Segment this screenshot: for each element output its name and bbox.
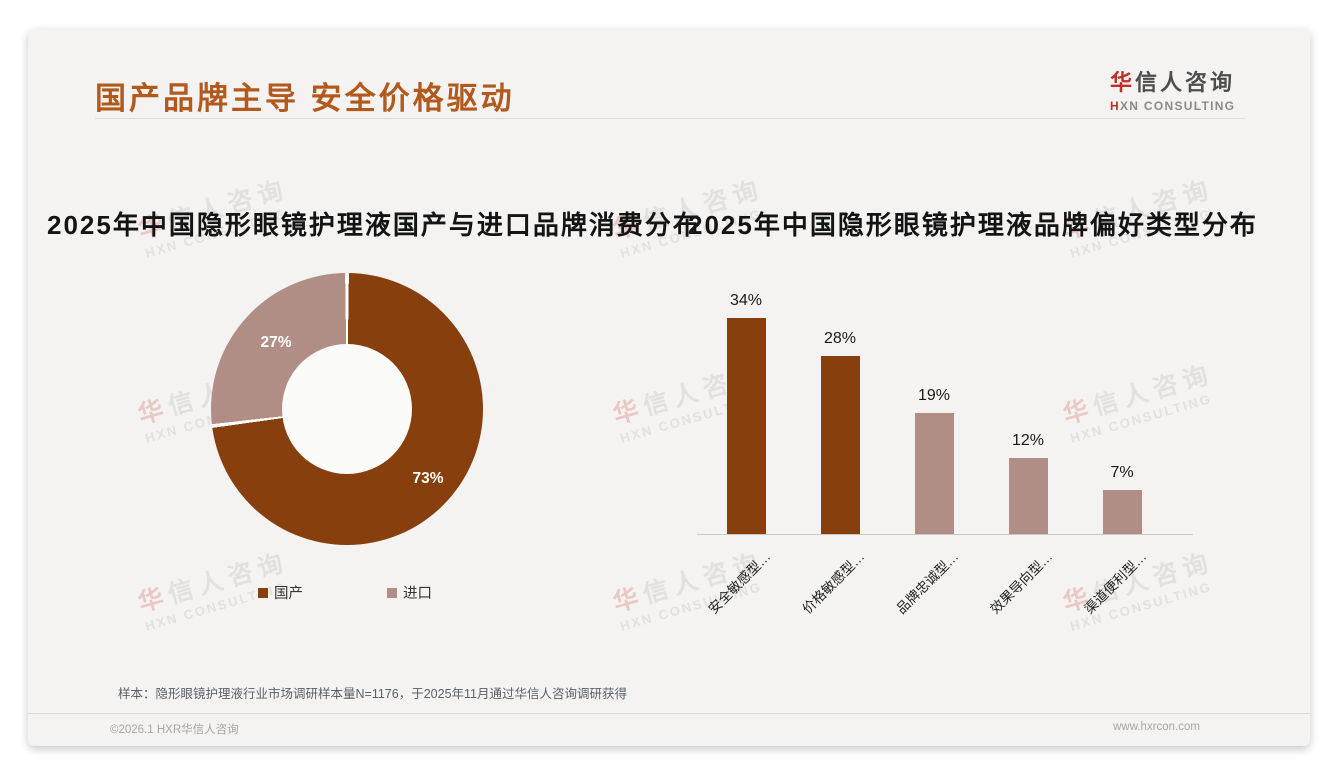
donut-hole [282,344,412,474]
title-divider [95,118,1245,119]
bar [1102,489,1142,534]
bar-category-label: 效果导向型… [987,548,1056,617]
bar [820,356,860,534]
page-title: 国产品牌主导 安全价格驱动 [95,81,515,116]
bar [726,318,766,534]
bar-value-label: 19% [917,387,951,405]
bar-value-label: 7% [1110,463,1134,481]
legend-item-imported: 进口 [387,582,432,603]
bar-chart-plot-area: 34% 28% 19% 12% 7% [697,290,1193,535]
bar-value-label: 12% [1011,431,1045,449]
legend-label-domestic: 国产 [274,586,303,602]
company-logo: 华信人咨询 HXN CONSULTING [1110,65,1235,113]
donut-slice-label-imported: 27% [260,334,292,351]
sample-note: 样本：隐形眼镜护理液行业市场调研样本量N=1176，于2025年11月通过华信人… [118,687,627,701]
footer-website: www.hxrcon.com [1113,721,1200,733]
legend-label-imported: 进口 [403,586,432,602]
legend-item-domestic: 国产 [258,582,303,603]
logo-cn-accent: 华 [1110,70,1136,95]
bar-category-label: 渠道便利型… [1081,548,1150,617]
bar-value-label: 28% [823,330,857,348]
logo-en-text: HXN CONSULTING [1110,99,1235,113]
logo-cn-text: 华信人咨询 [1110,65,1235,97]
bar-chart-title: 2025年中国隐形眼镜护理液品牌偏好类型分布 [688,210,1258,240]
footer-copyright: ©2026.1 HXR华信人咨询 [110,724,239,736]
footer-divider [28,713,1310,714]
logo-cn-rest: 信人咨询 [1135,70,1236,95]
bar-category-label: 品牌忠诚型… [893,548,962,617]
bar-chart-category-axis: 安全敏感型… 价格敏感型… 品牌忠诚型… 效果导向型… 渠道便利型… [697,536,1193,651]
legend-swatch-imported [387,587,397,598]
bar-category-label: 价格敏感型… [799,548,868,617]
logo-en-rest: XN CONSULTING [1119,99,1236,113]
bar [1008,457,1048,534]
bar-category-label: 安全敏感型… [705,548,774,617]
logo-en-accent: H [1110,99,1120,113]
legend-swatch-domestic [258,587,268,598]
slide-card: 华信人咨询 HXN CONSULTING 华信人咨询 HXN CONSULTING 华信… [28,29,1310,746]
donut-chart: 73% 27% [211,273,483,545]
donut-chart-title: 2025年中国隐形眼镜护理液国产与进口品牌消费分布 [47,210,701,240]
bar-value-label: 34% [729,292,763,310]
donut-legend: 国产 进口 [258,582,432,603]
donut-slice-label-domestic: 73% [412,470,444,487]
bar [914,413,954,534]
